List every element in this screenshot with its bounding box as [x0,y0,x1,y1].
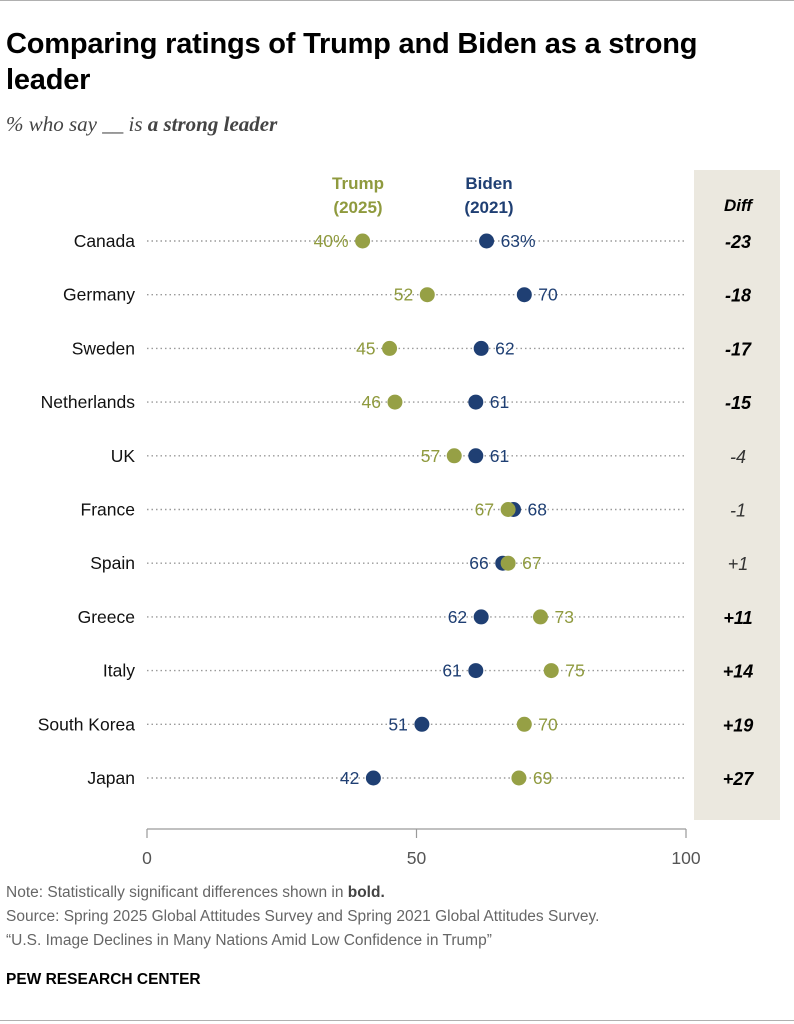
category-label: UK [111,446,136,466]
subtitle-emphasis: a strong leader [147,112,278,136]
biden-dot [516,287,532,303]
legend-trump-year: (2025) [333,198,382,217]
report-title-text: “U.S. Image Declines in Many Nations Ami… [6,932,492,949]
diff-value: +27 [723,769,755,789]
diff-value: -23 [725,232,751,252]
legend-trump-name: Trump [332,174,384,193]
biden-value-label: 66 [469,553,488,573]
trump-value-label: 57 [421,446,440,466]
biden-value-label: 42 [340,768,359,788]
note-text: Note: Statistically significant differen… [6,884,385,902]
category-label: Canada [74,231,136,251]
legend-biden-year: (2021) [464,198,513,217]
biden-value-label: 61 [490,392,509,412]
diff-value: +11 [723,608,752,628]
diff-value: +1 [728,554,749,574]
biden-dot [479,233,495,249]
biden-value-label: 51 [388,714,407,734]
diff-value: -18 [725,286,751,306]
trump-dot [532,609,548,625]
x-axis-tick-label: 100 [671,848,700,868]
dot-plot-chart: Diff Trump (2025) Biden (2021) Canada 40% 63% -2… [38,170,780,868]
x-axis-tick-label: 0 [142,848,152,868]
note-bold: bold. [347,884,385,901]
diff-column-background [694,170,780,820]
trump-dot [355,233,371,249]
biden-dot [468,448,484,464]
biden-dot [473,609,489,625]
trump-value-label: 69 [533,768,552,788]
chart-title: Comparing ratings of Trump and Biden as … [6,28,698,96]
category-label: Japan [87,768,135,788]
trump-dot [387,394,403,410]
biden-dot [468,394,484,410]
trump-value-label: 40% [314,231,349,251]
biden-value-label: 62 [495,338,514,358]
bottom-rule [0,1020,794,1021]
biden-value-label: 63% [501,231,536,251]
legend-biden-name: Biden [465,174,512,193]
category-label: France [81,500,135,520]
trump-dot [500,555,516,571]
category-label: Netherlands [41,392,136,412]
diff-value: -17 [725,339,752,359]
pew-research-center-logo: PEW RESEARCH CENTER [6,971,201,988]
diff-value: -1 [730,501,746,521]
trump-dot [516,716,532,732]
source-text: Source: Spring 2025 Global Attitudes Sur… [6,908,600,925]
biden-dot [473,340,489,356]
note-prefix: Note: Statistically significant differen… [6,884,348,901]
trump-value-label: 67 [475,500,494,520]
trump-value-label: 75 [565,661,584,681]
chart-subtitle: % who say __ is a strong leader [6,112,277,137]
top-rule [0,0,794,1]
trump-value-label: 46 [361,392,380,412]
x-axis-tick-label: 50 [407,848,427,868]
category-label: Italy [103,661,135,681]
diff-value: +19 [723,715,754,735]
category-label: South Korea [38,714,136,734]
biden-dot [468,663,484,679]
subtitle-prefix: % who say __ is [6,112,148,136]
category-label: Greece [78,607,135,627]
trump-value-label: 73 [554,607,573,627]
biden-value-label: 62 [448,607,467,627]
trump-value-label: 52 [394,285,413,305]
diff-value: +14 [723,662,754,682]
biden-value-label: 61 [442,661,461,681]
biden-value-label: 61 [490,446,509,466]
trump-value-label: 45 [356,338,375,358]
trump-dot [419,287,435,303]
biden-dot [365,770,381,786]
trump-dot [446,448,462,464]
biden-value-label: 70 [538,285,558,305]
biden-value-label: 68 [528,500,547,520]
trump-value-label: 70 [538,714,558,734]
diff-header: Diff [724,196,754,215]
trump-dot [382,340,398,356]
diff-value: -4 [730,447,746,467]
trump-value-label: 67 [522,553,541,573]
diff-value: -15 [725,393,752,413]
trump-dot [511,770,527,786]
category-label: Germany [63,285,135,305]
category-label: Spain [90,553,135,573]
trump-dot [543,663,559,679]
biden-dot [414,716,430,732]
trump-dot [500,502,516,517]
category-label: Sweden [72,338,135,358]
